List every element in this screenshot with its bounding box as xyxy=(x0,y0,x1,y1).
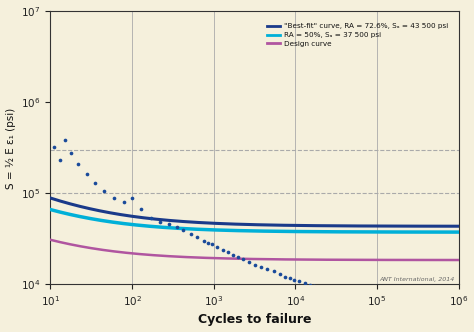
Point xyxy=(352,296,360,302)
Point xyxy=(56,158,64,163)
Point xyxy=(61,137,69,142)
Point xyxy=(319,287,327,292)
Point xyxy=(310,284,318,289)
Point xyxy=(339,292,346,298)
Point xyxy=(239,256,247,262)
Legend: "Best-fit" curve, RA = 72.6%, Sₐ = 43 500 psi, RA = 50%, Sₐ = 37 500 psi, Design: "Best-fit" curve, RA = 72.6%, Sₐ = 43 50… xyxy=(264,21,451,49)
Point xyxy=(290,277,297,283)
Point xyxy=(327,289,335,294)
Point xyxy=(270,268,278,274)
Point xyxy=(100,189,108,194)
Point xyxy=(147,216,155,221)
Point xyxy=(229,252,237,258)
Point xyxy=(193,234,201,240)
Point xyxy=(128,196,136,201)
Point xyxy=(286,276,293,281)
Point xyxy=(276,271,284,277)
Point xyxy=(245,260,253,265)
Point xyxy=(91,180,99,186)
Point xyxy=(383,305,390,310)
Point xyxy=(156,220,164,225)
Point xyxy=(345,294,353,299)
Point xyxy=(363,299,371,305)
X-axis label: Cycles to failure: Cycles to failure xyxy=(198,313,311,326)
Point xyxy=(83,171,91,176)
Y-axis label: S = ½ E ε₁ (psi): S = ½ E ε₁ (psi) xyxy=(6,107,16,189)
Point xyxy=(187,231,194,236)
Point xyxy=(251,262,259,267)
Point xyxy=(367,300,375,306)
Point xyxy=(110,196,118,201)
Point xyxy=(333,291,340,296)
Point xyxy=(213,244,221,249)
Point xyxy=(200,238,207,244)
Point xyxy=(204,240,212,246)
Point xyxy=(295,279,302,284)
Point xyxy=(390,307,398,313)
Point xyxy=(301,281,309,286)
Point xyxy=(50,145,58,150)
Point xyxy=(235,254,242,260)
Point xyxy=(257,264,265,270)
Point xyxy=(219,247,227,252)
Point xyxy=(74,161,82,167)
Point xyxy=(208,242,216,247)
Point xyxy=(165,221,173,227)
Point xyxy=(358,298,365,303)
Point xyxy=(374,302,381,308)
Point xyxy=(282,274,289,279)
Point xyxy=(67,151,75,156)
Point xyxy=(120,200,128,205)
Point xyxy=(137,207,145,212)
Point xyxy=(263,266,271,272)
Text: ANT International, 2014: ANT International, 2014 xyxy=(379,277,455,282)
Point xyxy=(173,224,180,229)
Point xyxy=(179,227,187,232)
Point xyxy=(224,250,232,255)
Point xyxy=(314,285,322,290)
Point xyxy=(306,283,314,288)
